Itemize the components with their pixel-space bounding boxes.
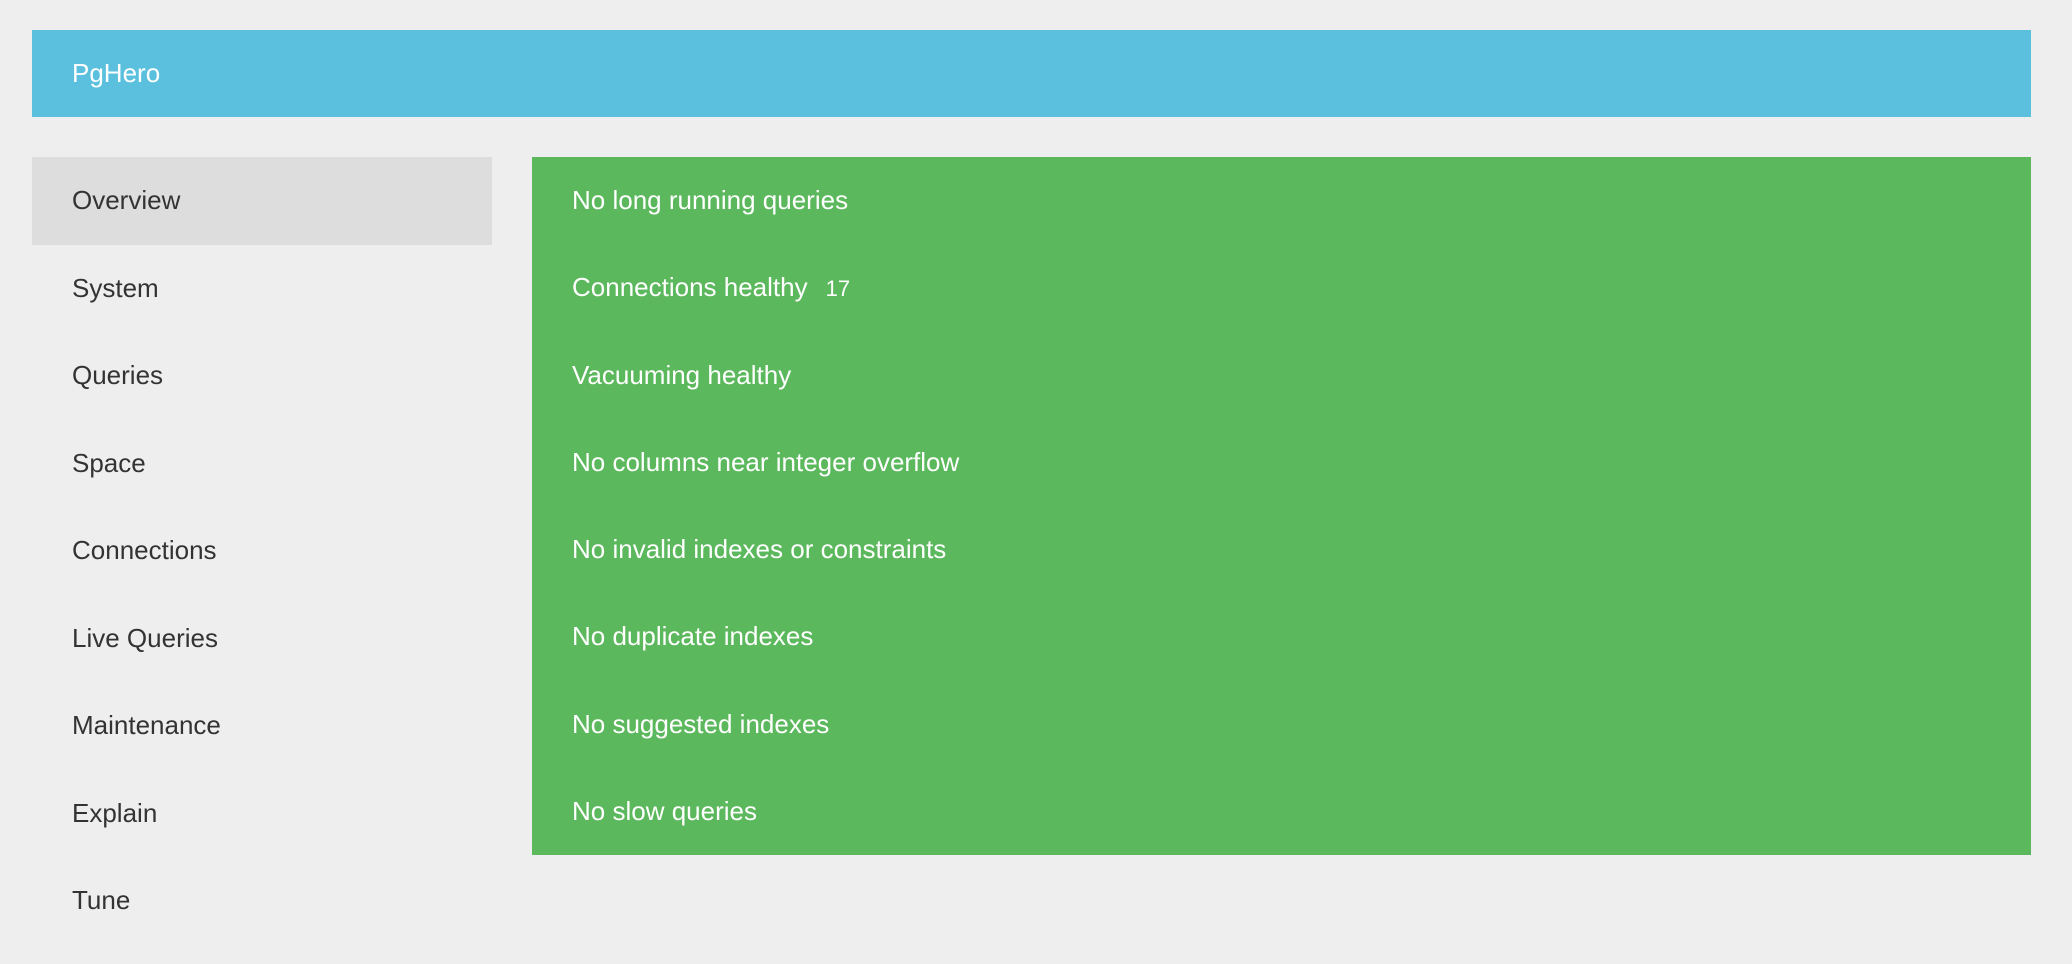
check-label: No slow queries [572, 796, 757, 827]
sidebar-item-explain[interactable]: Explain [72, 797, 158, 828]
check-label: Connections healthy [572, 272, 808, 303]
check-vacuuming: Vacuuming healthy [532, 332, 2031, 419]
check-long-running-queries: No long running queries [532, 157, 2031, 244]
health-checks-panel: No long running queries Connections heal… [532, 157, 2031, 855]
check-integer-overflow: No columns near integer overflow [532, 419, 2031, 506]
check-invalid-indexes: No invalid indexes or constraints [532, 506, 2031, 593]
sidebar-item-maintenance[interactable]: Maintenance [72, 710, 221, 740]
app-header: PgHero [32, 30, 2031, 117]
sidebar-item-tune[interactable]: Tune [72, 885, 131, 915]
sidebar-item-connections[interactable]: Connections [72, 535, 217, 565]
check-duplicate-indexes: No duplicate indexes [532, 593, 2031, 680]
app-title-link[interactable]: PgHero [72, 58, 161, 88]
check-connections: Connections healthy 17 [532, 244, 2031, 331]
check-label: Vacuuming healthy [572, 359, 792, 390]
sidebar-item-live-queries[interactable]: Live Queries [72, 622, 218, 653]
check-label: No duplicate indexes [572, 621, 814, 652]
check-label: No invalid indexes or constraints [572, 534, 947, 565]
check-slow-queries: No slow queries [532, 768, 2031, 855]
connections-count-badge: 17 [825, 276, 851, 302]
sidebar-item-space[interactable]: Space [72, 447, 146, 478]
check-label: No columns near integer overflow [572, 446, 960, 477]
check-label: No suggested indexes [572, 708, 830, 739]
sidebar-item-overview[interactable]: Overview [32, 157, 492, 245]
sidebar-nav: Overview System Queries Space Connection… [32, 157, 492, 945]
sidebar-item-system[interactable]: System [72, 272, 159, 303]
check-label: No long running queries [572, 185, 849, 215]
sidebar-item-queries[interactable]: Queries [72, 360, 164, 390]
check-suggested-indexes: No suggested indexes [532, 681, 2031, 768]
